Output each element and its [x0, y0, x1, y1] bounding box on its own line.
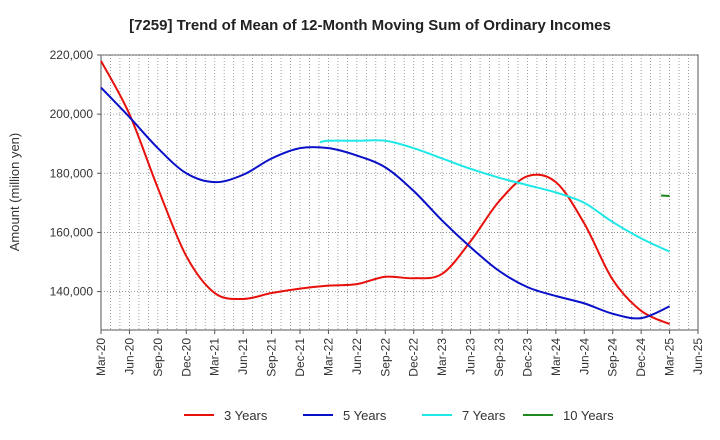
- x-tick-label: Mar-25: [663, 338, 677, 376]
- x-tick-label: Dec-21: [293, 338, 307, 377]
- chart-title: [7259] Trend of Mean of 12-Month Moving …: [129, 17, 611, 34]
- series: [100, 60, 670, 326]
- x-tick-label: Mar-24: [549, 338, 563, 376]
- x-tick-label: Sep-20: [151, 338, 165, 377]
- x-tick-label: Sep-23: [492, 338, 506, 377]
- x-tick-label: Mar-23: [435, 338, 449, 376]
- x-tick-label: Jun-24: [577, 338, 591, 375]
- y-tick-label: 180,000: [50, 166, 94, 180]
- x-tick-label: Mar-20: [94, 338, 108, 376]
- series-line-10-years: [660, 194, 670, 198]
- y-axis-ticks: 140,000 160,000 180,000 200,000 220,000: [50, 48, 101, 299]
- y-tick-label: 220,000: [50, 48, 94, 62]
- x-tick-label: Jun-25: [691, 338, 705, 375]
- series-line-3-years: [100, 60, 670, 326]
- series-line-5-years: [100, 86, 670, 320]
- x-tick-label: Sep-24: [606, 338, 620, 377]
- y-axis-label: Amount (million yen): [7, 133, 22, 252]
- y-tick-label: 160,000: [50, 225, 94, 239]
- x-tick-label: Dec-22: [407, 338, 421, 377]
- x-tick-label: Sep-21: [265, 338, 279, 377]
- x-tick-label: Jun-20: [122, 338, 136, 375]
- legend-label-5-years: 5 Years: [343, 408, 387, 423]
- x-tick-label: Dec-20: [179, 338, 193, 377]
- plot-area: [100, 54, 699, 331]
- x-tick-label: Sep-22: [378, 338, 392, 377]
- x-tick-label: Dec-24: [634, 338, 648, 377]
- y-tick-label: 140,000: [50, 285, 94, 299]
- x-tick-label: Mar-22: [321, 338, 335, 376]
- series-line-7-years: [319, 139, 670, 253]
- legend: 3 Years 5 Years 7 Years 10 Years: [184, 408, 614, 423]
- legend-label-7-years: 7 Years: [462, 408, 506, 423]
- x-axis-ticks: Mar-20 Jun-20 Sep-20 Dec-20 Mar-21 Jun-21 Sep-…: [94, 330, 705, 377]
- x-tick-label: Mar-21: [208, 338, 222, 376]
- x-tick-label: Jun-23: [464, 338, 478, 375]
- legend-label-10-years: 10 Years: [563, 408, 614, 423]
- x-tick-label: Jun-21: [236, 338, 250, 375]
- x-tick-label: Jun-22: [350, 338, 364, 375]
- grid: [101, 54, 698, 330]
- x-tick-label: Dec-23: [520, 338, 534, 377]
- legend-label-3-years: 3 Years: [224, 408, 268, 423]
- y-tick-label: 200,000: [50, 107, 94, 121]
